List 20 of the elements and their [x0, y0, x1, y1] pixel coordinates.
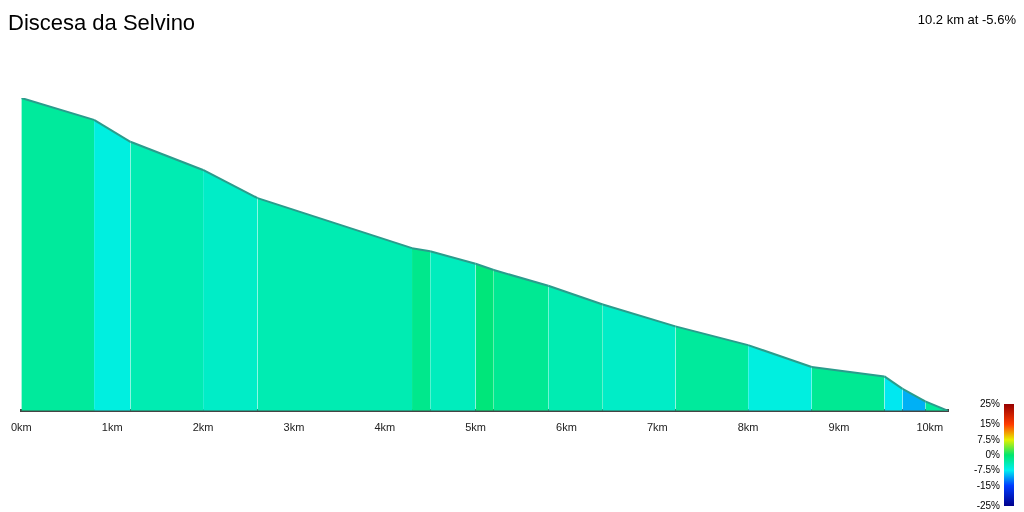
x-tick-label: 7km	[646, 421, 668, 434]
x-tick-label: 10km	[916, 421, 944, 434]
x-tick-label: 9km	[828, 421, 850, 434]
chart-title: Discesa da Selvino	[8, 10, 196, 36]
x-tick-label: 4km	[374, 421, 396, 434]
x-tick-label: 0km	[11, 421, 32, 434]
color-bar-label: 15%	[979, 418, 1000, 430]
color-bar-label: 7.5%	[977, 433, 1000, 445]
chart-subtitle: 10.2 km at -5.6%	[917, 12, 1016, 27]
color-bar-label: -7.5%	[973, 464, 1000, 476]
x-tick-label: 2km	[192, 421, 214, 434]
color-bar-label: 25%	[979, 398, 1000, 409]
color-bar-label: -15%	[976, 479, 1000, 491]
x-tick-label: 5km	[465, 421, 486, 434]
color-bar-label: 0%	[985, 449, 1000, 460]
x-tick-label: 8km	[737, 421, 759, 434]
x-tick-label: 3km	[283, 421, 305, 434]
color-bar-label: -25%	[976, 500, 1000, 511]
x-tick-label: 6km	[556, 421, 577, 434]
x-tick-label: 1km	[101, 421, 123, 434]
